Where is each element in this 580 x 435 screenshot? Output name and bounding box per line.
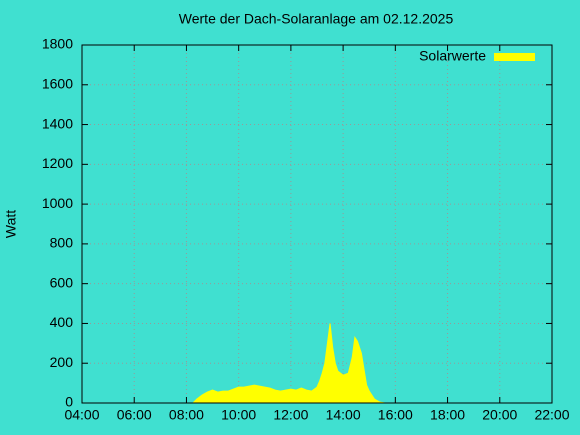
plot-frame — [81, 44, 553, 404]
y-axis-label: Watt — [3, 210, 19, 238]
y-tick-label: 0 — [65, 394, 73, 410]
y-tick-label: 1800 — [42, 36, 73, 52]
legend-label: Solarwerte — [419, 48, 486, 64]
area — [191, 323, 385, 404]
legend-swatch — [494, 53, 535, 61]
y-tick-label: 1000 — [42, 195, 73, 211]
x-tick-label: 08:00 — [169, 407, 204, 423]
chart-title: Werte der Dach-Solaranlage am 02.12.2025 — [179, 11, 454, 27]
x-tick-label: 18:00 — [430, 407, 465, 423]
x-tick-label: 04:00 — [64, 407, 99, 423]
x-tick-label: 10:00 — [221, 407, 256, 423]
x-tick-label: 12:00 — [273, 407, 308, 423]
y-tick-label: 600 — [50, 274, 74, 290]
y-tick-label: 1400 — [42, 115, 73, 131]
x-tick-label: 16:00 — [378, 407, 413, 423]
y-tick-label: 1600 — [42, 75, 73, 91]
y-tick-label: 1200 — [42, 155, 73, 171]
y-tick-label: 800 — [50, 235, 74, 251]
x-tick-label: 14:00 — [326, 407, 361, 423]
x-tick-label: 06:00 — [117, 407, 152, 423]
x-tick-label: 20:00 — [482, 407, 517, 423]
x-tick-label: 22:00 — [534, 407, 569, 423]
y-tick-label: 400 — [50, 314, 74, 330]
y-tick-label: 200 — [50, 354, 74, 370]
